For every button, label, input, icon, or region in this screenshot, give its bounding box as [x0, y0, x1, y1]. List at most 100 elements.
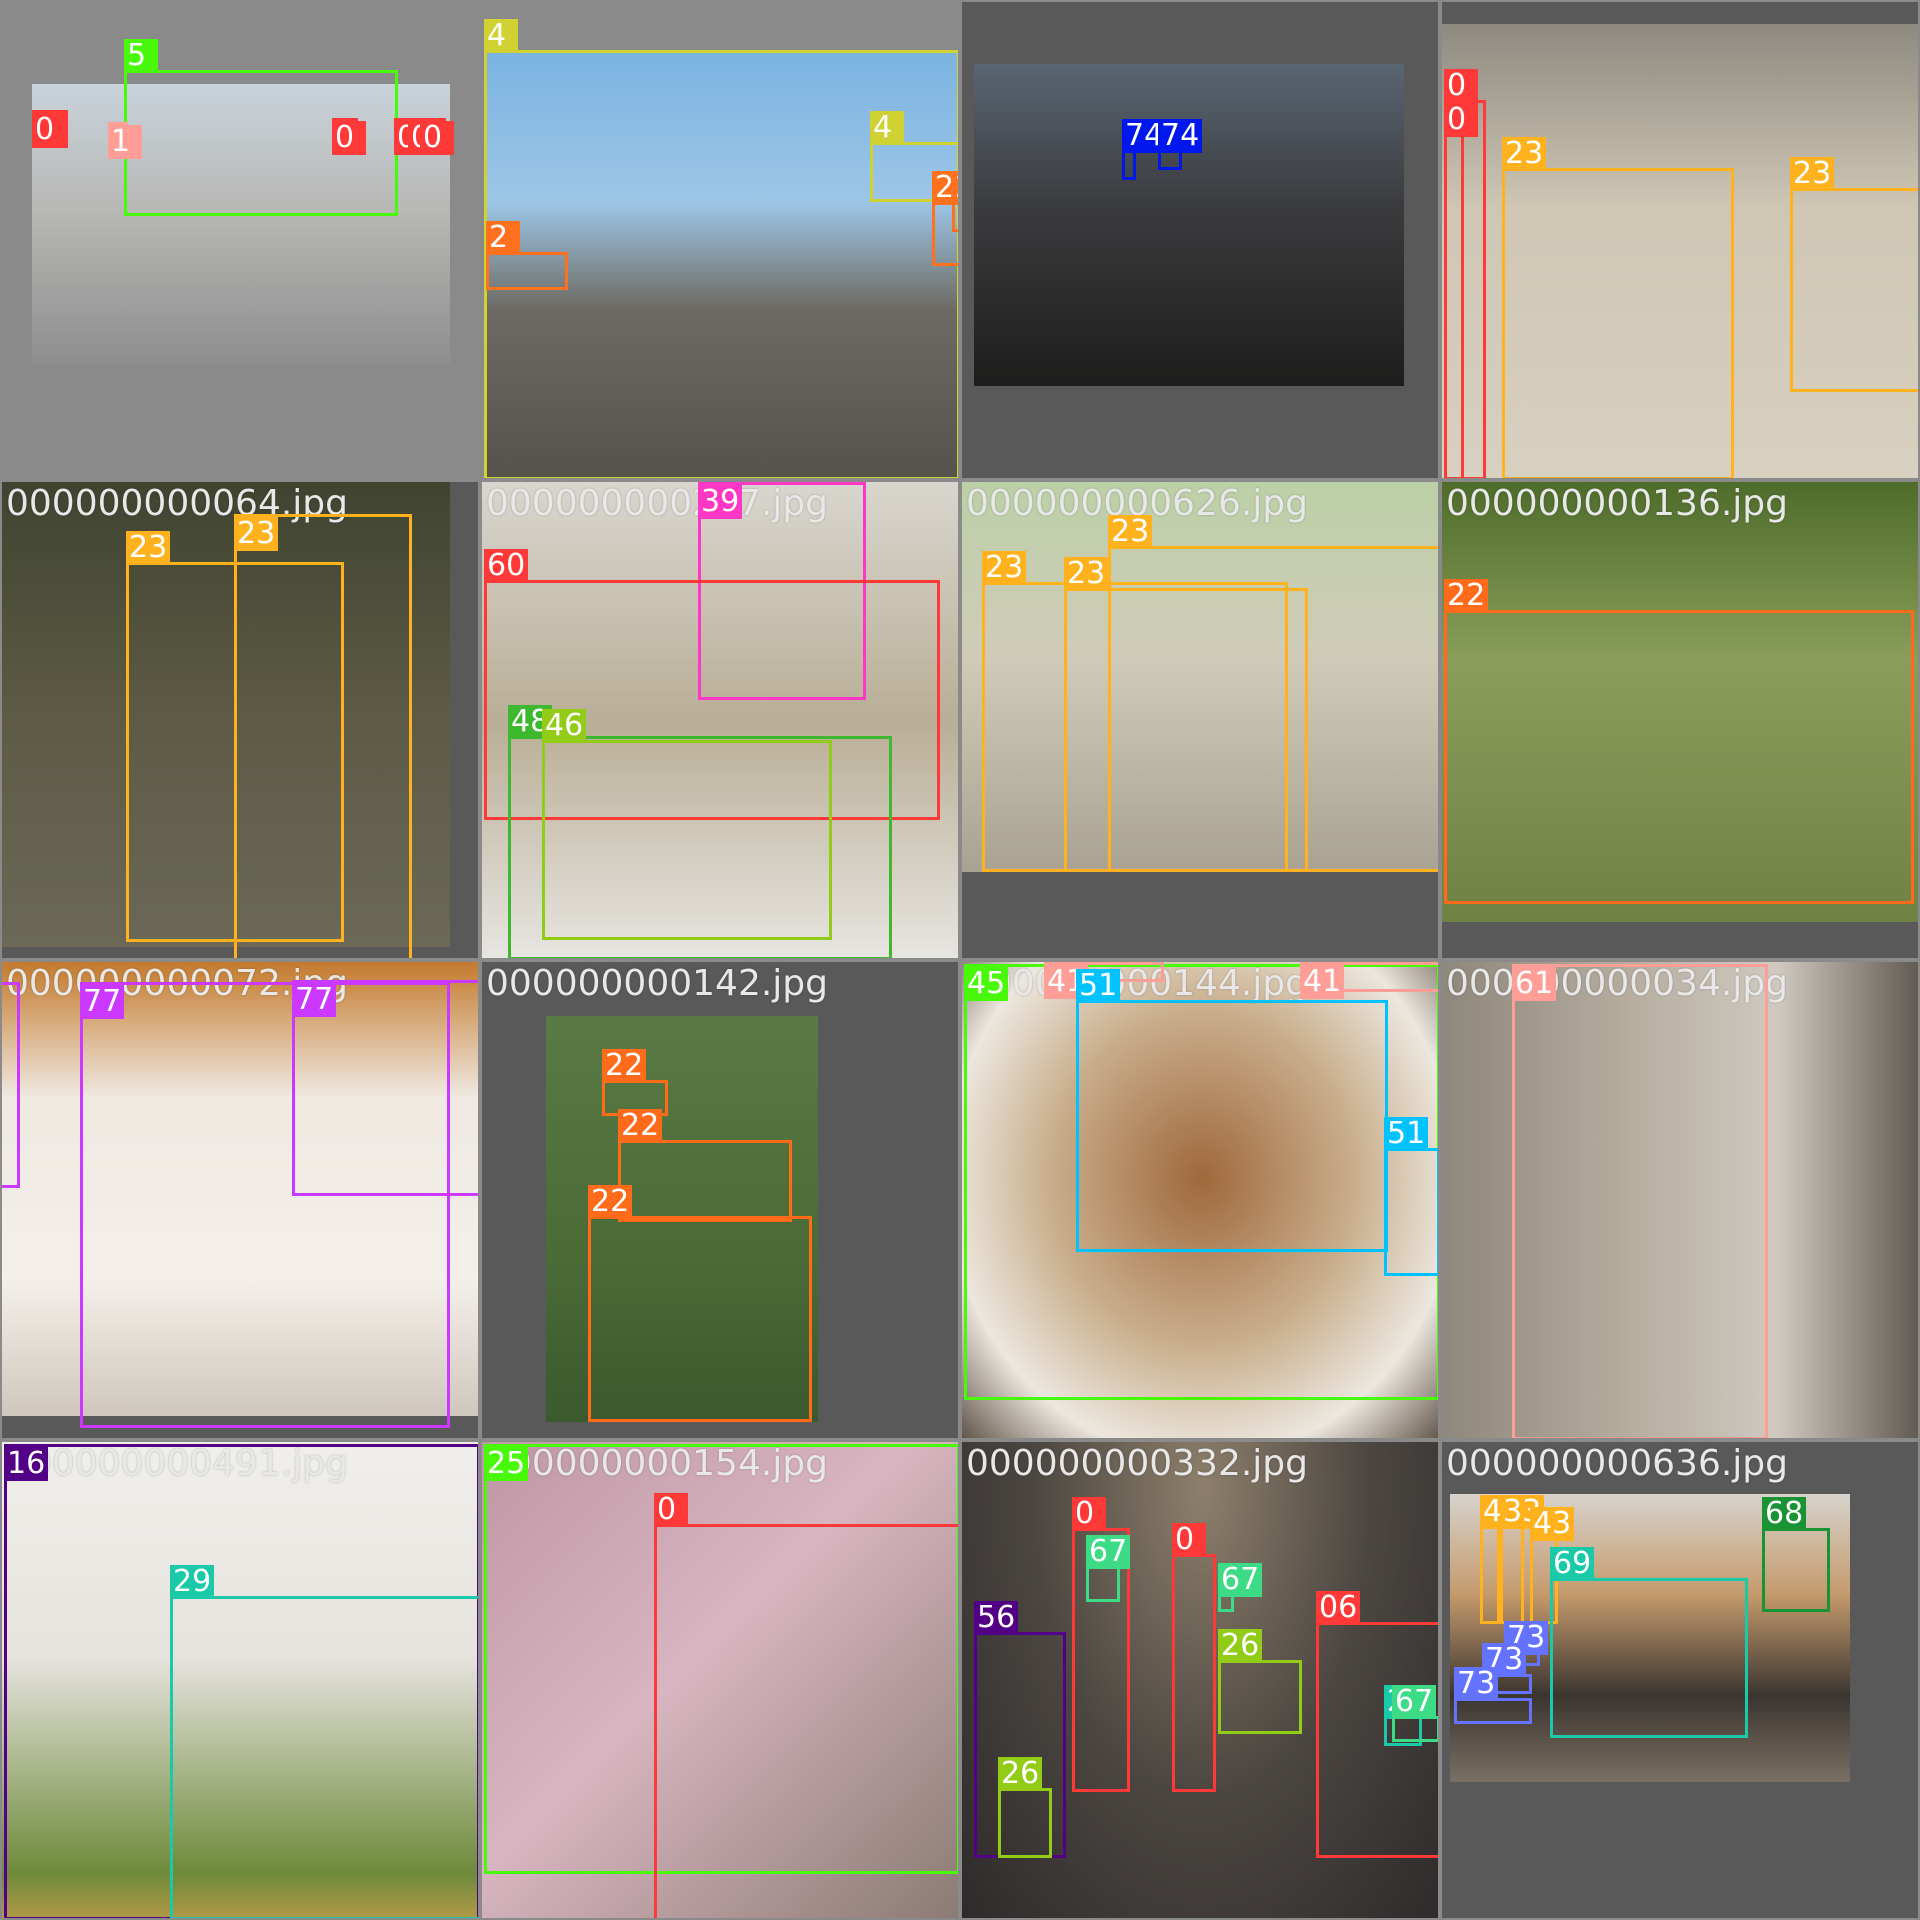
box-class-label: 0 — [654, 1493, 688, 1527]
box-class-label: 22 — [1444, 579, 1488, 613]
box-class-label: 0 — [1444, 103, 1478, 137]
box-class-label: 22 — [602, 1049, 646, 1083]
box-class-label: 56 — [974, 1601, 1018, 1635]
mosaic-tile: 000000000491.jpg 16 29 — [2, 1442, 478, 1918]
box-class-label: 1 — [108, 125, 142, 159]
bounding-box: 73 — [1454, 1698, 1532, 1724]
bounding-box: 74 — [1122, 150, 1136, 180]
bounding-box: 29 — [170, 1596, 478, 1918]
bounding-box: 51 — [1384, 1148, 1438, 1276]
box-class-label: 23 — [1108, 515, 1152, 549]
tile-photo — [974, 64, 1404, 386]
bounding-box: 0 — [654, 1524, 958, 1918]
mosaic-tile: 44222 — [482, 2, 958, 478]
box-class-label: 26 — [998, 1757, 1042, 1791]
box-class-label: 41 — [1300, 965, 1344, 999]
bounding-box: 46 — [542, 740, 832, 940]
box-class-label: 69 — [1550, 1547, 1594, 1581]
bounding-box: 2 — [486, 252, 568, 290]
mosaic-tile: 000000000064.jpg 23 23 — [2, 482, 478, 958]
bounding-box: 67 — [1218, 1594, 1234, 1612]
mosaic-tile: 74 74 — [962, 2, 1438, 478]
box-class-label: 23 — [126, 531, 170, 565]
box-class-label: 67 — [1218, 1563, 1262, 1597]
bounding-box: 2 — [952, 202, 958, 232]
box-class-label: 0 — [332, 121, 366, 155]
box-class-label: 0 — [1072, 1497, 1106, 1531]
box-class-label: 67 — [1086, 1535, 1130, 1569]
mosaic-tile: 000000000154.jpg 25 0 — [482, 1442, 958, 1918]
bounding-box: 74 — [1158, 150, 1182, 170]
box-class-label: 23 — [1502, 137, 1546, 171]
box-class-label: 4 — [870, 111, 904, 145]
bounding-box: 41 — [1300, 962, 1438, 992]
box-class-label: 39 — [698, 485, 742, 519]
bounding-box: 23 — [126, 562, 344, 942]
box-class-label: 29 — [170, 1565, 214, 1599]
box-class-label: 06 — [1316, 1591, 1360, 1625]
bounding-box: 0 — [332, 118, 358, 152]
mosaic-tile: 000000000247.jpg 39 60 48 46 — [482, 482, 958, 958]
box-class-label: 51 — [1384, 1117, 1428, 1151]
mosaic-tile: 000000000136.jpg 22 — [1442, 482, 1918, 958]
mosaic-tile: 000000000626.jpg 23 23 23 — [962, 482, 1438, 958]
box-class-label: 0 — [1172, 1523, 1206, 1557]
box-class-label: 0 — [420, 121, 454, 155]
bounding-box: 67 — [1086, 1566, 1120, 1602]
box-class-label: 51 — [1076, 969, 1120, 1003]
box-class-label: 26 — [1218, 1629, 1262, 1663]
bounding-box: 69 — [1550, 1578, 1748, 1738]
box-class-label: 61 — [1512, 967, 1556, 1001]
bounding-box: 1 — [108, 122, 128, 158]
bounding-box: 0 — [32, 110, 68, 148]
mosaic-tile: 000000000142.jpg 22 22 22 — [482, 962, 958, 1438]
mosaic-tile: 000000000332.jpg067067562606262967 — [962, 1442, 1438, 1918]
tile-filename: 000000000636.jpg — [1446, 1444, 1788, 1484]
box-class-label: 22 — [588, 1185, 632, 1219]
box-class-label: 2 — [952, 171, 958, 205]
box-class-label: 23 — [234, 517, 278, 551]
box-class-label: 23 — [1064, 557, 1108, 591]
box-class-label: 4 — [484, 19, 518, 53]
box-class-label: 0 — [32, 113, 66, 147]
box-class-label: 45 — [964, 967, 1008, 1001]
mosaic-tile: 000000000034.jpg 61 — [1442, 962, 1918, 1438]
bounding-box: 0 — [1444, 134, 1464, 478]
tile-filename: 000000000136.jpg — [1446, 484, 1788, 524]
bounding-box: 43 — [1480, 1526, 1500, 1624]
box-class-label: 77 — [80, 985, 124, 1019]
bounding-box: 22 — [618, 1140, 792, 1222]
box-class-label: 0 — [1444, 69, 1478, 103]
box-class-label: 25 — [484, 1447, 528, 1481]
mosaic-tile: 000000000072.jpg777777 — [2, 962, 478, 1438]
tile-filename: 000000000332.jpg — [966, 1444, 1308, 1484]
bounding-box: 22 — [588, 1216, 812, 1422]
box-class-label: 23 — [982, 551, 1026, 585]
box-class-label: 5 — [124, 39, 158, 73]
box-class-label: 43 — [1530, 1507, 1574, 1541]
box-class-label: 23 — [1790, 157, 1834, 191]
box-class-label: 77 — [292, 983, 336, 1017]
bounding-box: 23 — [1790, 188, 1918, 392]
bounding-box: 23 — [1064, 588, 1308, 872]
bounding-box: 67 — [1392, 1716, 1438, 1742]
bounding-box: 0 — [1172, 1554, 1216, 1792]
tile-filename: 000000000142.jpg — [486, 964, 828, 1004]
bounding-box: 0 — [420, 118, 446, 152]
box-class-label: 22 — [618, 1109, 662, 1143]
bounding-box: 68 — [1762, 1528, 1830, 1612]
bounding-box: 26 — [998, 1788, 1052, 1858]
box-class-label: 67 — [1392, 1685, 1436, 1719]
box-class-label: 46 — [542, 709, 586, 743]
box-class-label: 60 — [484, 549, 528, 583]
box-class-label: 16 — [4, 1447, 48, 1481]
mosaic-tile: 0 0 23 23 — [1442, 2, 1918, 478]
bounding-box: 23 — [1502, 168, 1734, 478]
mosaic-tile: 000000000144.jpg 45 41 41 51 51 — [962, 962, 1438, 1438]
bounding-box: 77 — [2, 982, 20, 1188]
box-class-label: 73 — [1454, 1667, 1498, 1701]
bounding-box: 61 — [1512, 964, 1768, 1438]
box-class-label: 74 — [1158, 119, 1202, 153]
bounding-box: 22 — [1444, 610, 1914, 904]
